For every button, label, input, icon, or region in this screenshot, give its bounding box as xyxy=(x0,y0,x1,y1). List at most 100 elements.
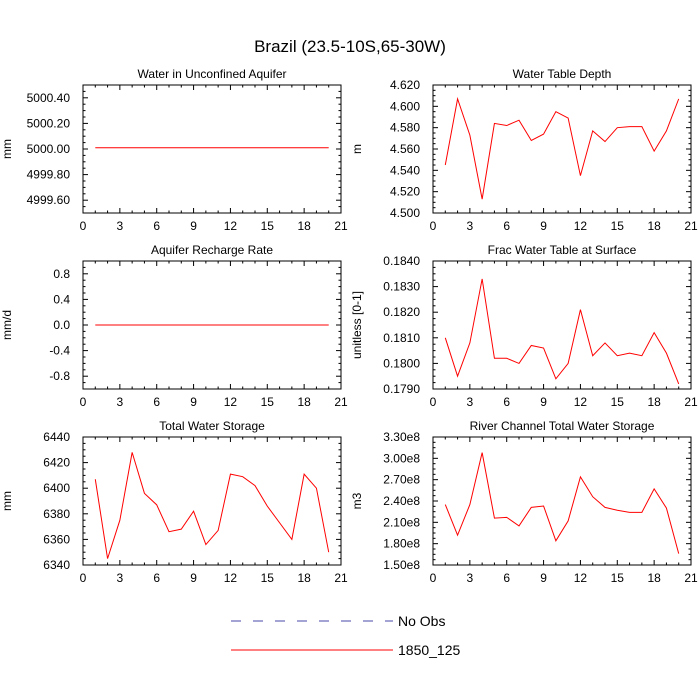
x-tick-label: 0 xyxy=(80,219,87,233)
y-tick-label: 0.4 xyxy=(53,292,70,306)
series-line xyxy=(444,96,680,200)
panel-title: River Channel Total Water Storage xyxy=(470,419,655,433)
y-tick-label: 0.0 xyxy=(53,318,70,332)
y-axis-label: mm xyxy=(0,139,14,159)
y-tick-label: 5000.40 xyxy=(27,91,71,105)
x-tick-label: 6 xyxy=(153,571,160,585)
plot-frame xyxy=(432,84,692,214)
x-tick-label: 12 xyxy=(574,571,588,585)
plot-frame xyxy=(82,84,342,214)
y-tick-label: -0.4 xyxy=(49,344,70,358)
y-tick-label: -0.8 xyxy=(49,369,70,383)
y-tick-label: 0.1810 xyxy=(383,331,420,345)
x-tick-label: 18 xyxy=(647,219,661,233)
y-tick-label: 4.560 xyxy=(390,142,420,156)
panel-1: Water in Unconfined Aquifer 0 3 6 9 12 15 18 21 4… xyxy=(0,67,348,233)
x-tick-label: 0 xyxy=(430,395,437,409)
x-tick-label: 18 xyxy=(647,571,661,585)
x-tick-label: 6 xyxy=(503,219,510,233)
x-tick-label: 6 xyxy=(503,571,510,585)
x-tick-label: 3 xyxy=(117,571,124,585)
y-tick-label: 6380 xyxy=(43,507,70,521)
y-axis-label: m xyxy=(350,144,364,154)
y-tick-label: 0.1830 xyxy=(383,280,420,294)
x-tick-label: 9 xyxy=(190,571,197,585)
y-tick-label: 4.620 xyxy=(390,78,420,92)
y-tick-label: 4.500 xyxy=(390,206,420,220)
y-tick-label: 6440 xyxy=(43,430,70,444)
x-tick-label: 9 xyxy=(540,219,547,233)
x-tick-label: 18 xyxy=(647,395,661,409)
x-tick-label: 6 xyxy=(153,395,160,409)
x-tick-label: 12 xyxy=(574,219,588,233)
panel-3: Aquifer Recharge Rate 0 3 6 9 12 15 18 21 -0.8 -0.… xyxy=(0,243,348,409)
panels: Water in Unconfined Aquifer 0 3 6 9 12 15 18 21 4… xyxy=(0,67,698,585)
y-tick-label: 1.50e8 xyxy=(383,558,420,572)
x-tick-label: 12 xyxy=(224,395,238,409)
x-tick-label: 15 xyxy=(611,395,625,409)
panel-6: River Channel Total Water Storage 0 3 6 9 12 1… xyxy=(350,419,698,585)
y-tick-label: 0.1800 xyxy=(383,356,420,370)
x-tick-label: 21 xyxy=(334,395,348,409)
series-line xyxy=(94,452,330,559)
x-tick-label: 21 xyxy=(334,219,348,233)
x-tick-label: 21 xyxy=(684,395,698,409)
plot-frame xyxy=(432,260,692,390)
panel-4: Frac Water Table at Surface 0 3 6 9 12 15 18 21 0… xyxy=(350,243,698,409)
panel-5: Total Water Storage 0 3 6 9 12 15 18 21 6340 6360 6… xyxy=(0,419,348,585)
y-axis-label: m3 xyxy=(350,492,364,509)
x-tick-label: 21 xyxy=(684,571,698,585)
x-tick-label: 6 xyxy=(153,219,160,233)
x-tick-label: 3 xyxy=(467,395,474,409)
x-tick-label: 12 xyxy=(224,571,238,585)
legend-label: No Obs xyxy=(398,613,445,629)
x-tick-label: 18 xyxy=(297,571,311,585)
legend: No Obs 1850_125 xyxy=(231,613,461,658)
x-tick-label: 21 xyxy=(684,219,698,233)
y-tick-label: 6360 xyxy=(43,532,70,546)
plot-frame xyxy=(82,436,342,566)
x-tick-label: 15 xyxy=(611,571,625,585)
x-tick-label: 3 xyxy=(117,395,124,409)
plot-frame xyxy=(432,436,692,566)
x-tick-label: 18 xyxy=(297,219,311,233)
y-tick-label: 2.40e8 xyxy=(383,494,420,508)
y-tick-label: 4999.80 xyxy=(27,168,71,182)
y-tick-label: 3.30e8 xyxy=(383,430,420,444)
panel-title: Total Water Storage xyxy=(159,419,265,433)
y-tick-label: 2.10e8 xyxy=(383,515,420,529)
x-tick-label: 21 xyxy=(334,571,348,585)
y-tick-label: 4.540 xyxy=(390,163,420,177)
x-tick-label: 12 xyxy=(574,395,588,409)
x-tick-label: 0 xyxy=(80,571,87,585)
x-tick-label: 15 xyxy=(261,395,275,409)
x-tick-label: 15 xyxy=(261,571,275,585)
y-axis-label: mm xyxy=(0,491,14,511)
x-tick-label: 0 xyxy=(430,571,437,585)
y-tick-label: 3.00e8 xyxy=(383,451,420,465)
y-tick-label: 1.80e8 xyxy=(383,537,420,551)
y-tick-label: 5000.00 xyxy=(27,142,71,156)
x-tick-label: 12 xyxy=(224,219,238,233)
panel-title: Water Table Depth xyxy=(513,67,612,81)
x-tick-label: 9 xyxy=(190,395,197,409)
y-tick-label: 5000.20 xyxy=(27,116,71,130)
x-tick-label: 0 xyxy=(430,219,437,233)
x-tick-label: 9 xyxy=(190,219,197,233)
x-tick-label: 3 xyxy=(117,219,124,233)
x-tick-label: 15 xyxy=(611,219,625,233)
y-tick-label: 4.600 xyxy=(390,99,420,113)
y-tick-label: 0.8 xyxy=(53,267,70,281)
panel-title: Frac Water Table at Surface xyxy=(488,243,637,257)
y-tick-label: 2.70e8 xyxy=(383,473,420,487)
panel-2: Water Table Depth 0 3 6 9 12 15 18 21 4.500 4.520 4… xyxy=(350,67,698,233)
y-tick-label: 6340 xyxy=(43,558,70,572)
y-tick-label: 0.1820 xyxy=(383,305,420,319)
x-tick-label: 9 xyxy=(540,571,547,585)
legend-label: 1850_125 xyxy=(398,642,461,658)
y-tick-label: 4999.60 xyxy=(27,193,71,207)
series-line xyxy=(444,278,680,385)
y-tick-label: 4.580 xyxy=(390,121,420,135)
series-line xyxy=(444,452,680,554)
